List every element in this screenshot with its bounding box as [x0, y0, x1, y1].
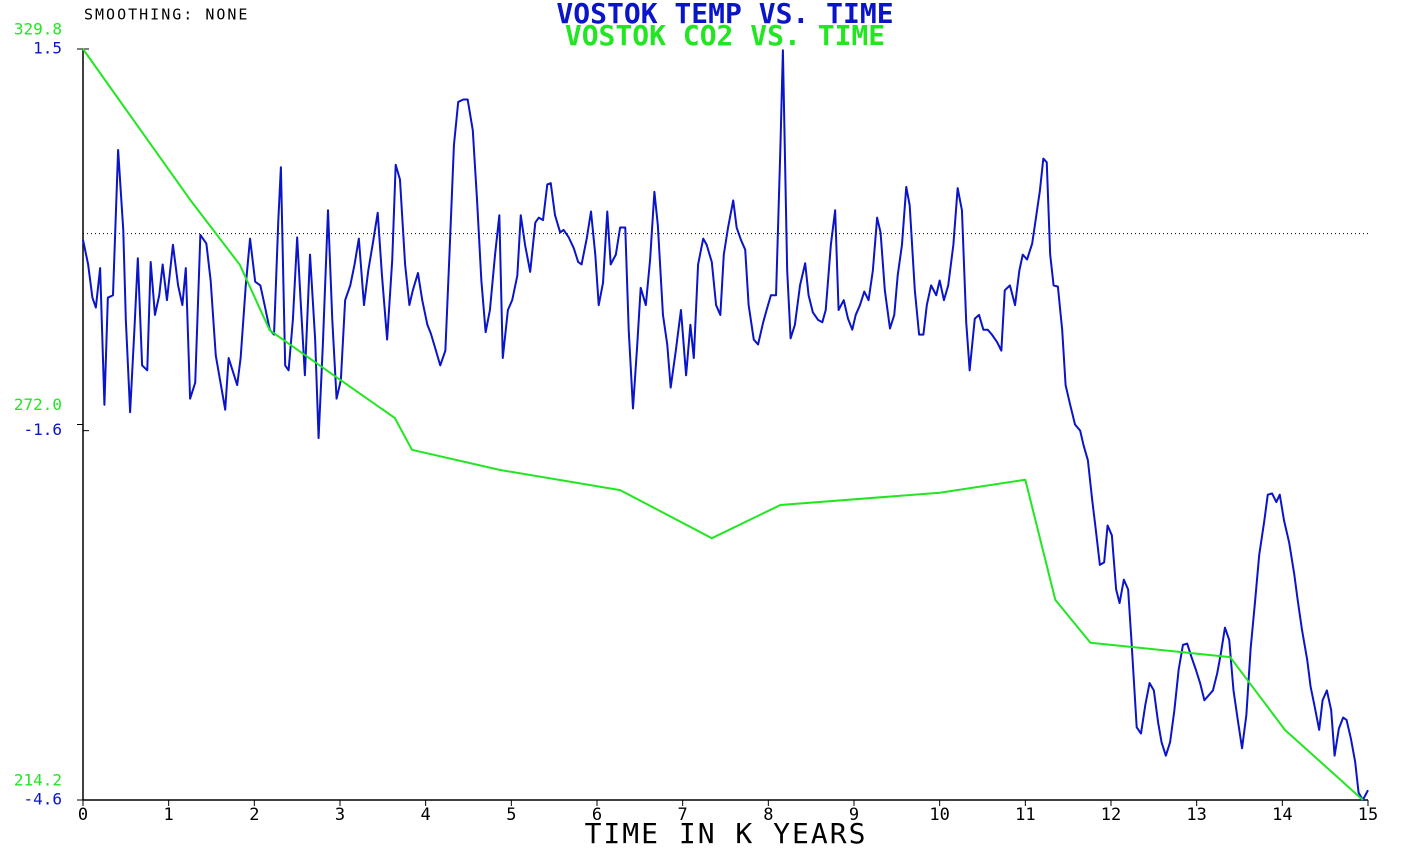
y2-tick-label: 329.8 — [14, 20, 62, 39]
x-axis-label: TIME IN K YEARS — [585, 817, 868, 848]
x-tick-label: 2 — [249, 805, 259, 825]
chart-title-co2: VOSTOK CO2 VS. TIME — [565, 19, 885, 52]
y-tick-label: 1.5 — [33, 39, 62, 58]
x-tick-label: 8 — [763, 805, 773, 825]
x-tick-label: 7 — [678, 805, 688, 825]
y-tick-label: -1.6 — [23, 420, 62, 439]
x-tick-label: 3 — [335, 805, 345, 825]
series-line — [82, 49, 1369, 801]
x-tick-label: 0 — [78, 805, 88, 825]
x-tick-label: 14 — [1272, 805, 1292, 825]
x-tick-label: 13 — [1186, 805, 1206, 825]
x-tick-label: 11 — [1015, 805, 1035, 825]
y2-tick-label: 214.2 — [14, 771, 62, 790]
x-tick-label: 10 — [929, 805, 949, 825]
chart-title-temp: VOSTOK TEMP VS. TIME — [556, 0, 893, 30]
subtitle: SMOOTHING: NONE — [84, 6, 249, 24]
x-tick-label: 15 — [1358, 805, 1378, 825]
x-tick-label: 9 — [849, 805, 859, 825]
x-tick-label: 5 — [506, 805, 516, 825]
y-tick-label: -4.6 — [23, 790, 62, 809]
series-line — [82, 48, 1364, 801]
x-tick-label: 12 — [1101, 805, 1121, 825]
x-tick-label: 1 — [164, 805, 174, 825]
x-tick-label: 4 — [421, 805, 431, 825]
y2-tick-label: 272.0 — [14, 395, 62, 414]
x-tick-label: 6 — [592, 805, 602, 825]
